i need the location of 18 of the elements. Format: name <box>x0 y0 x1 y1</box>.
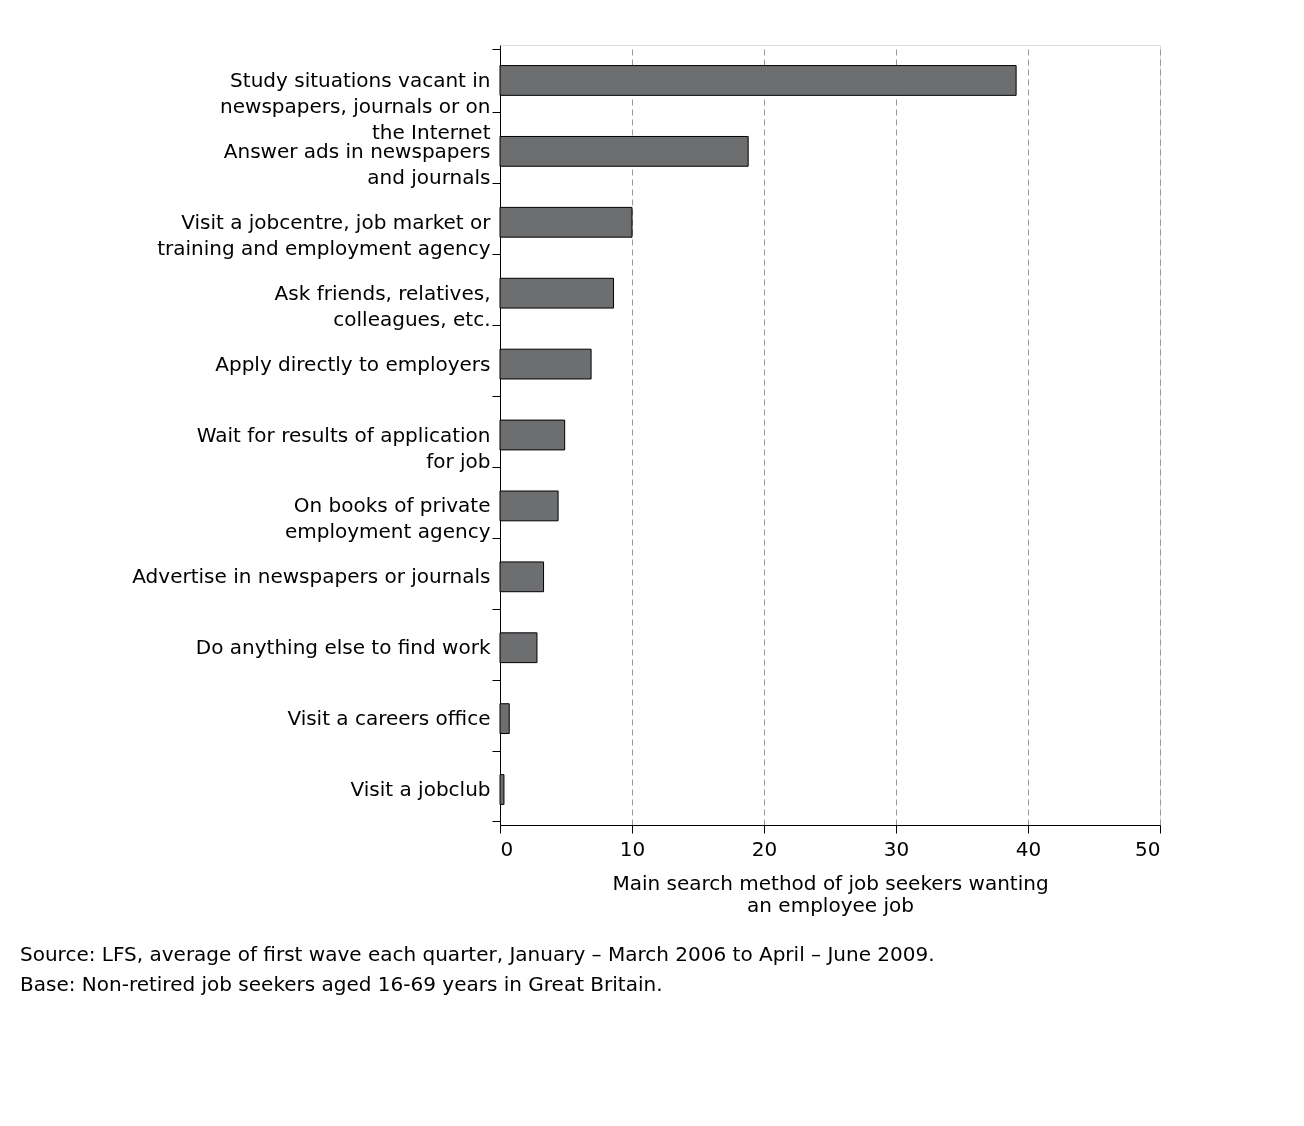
x-tick-label: 50 <box>1135 836 1161 861</box>
y-tick-label: On books of private employment agency <box>284 493 491 544</box>
y-tick-label: Apply directly to employers <box>215 351 491 376</box>
y-tick-label: Do anything else to find work <box>195 635 491 660</box>
y-tick-label: Advertise in newspapers or journals <box>132 564 491 589</box>
x-tick-label: 10 <box>619 836 646 861</box>
x-axis-title: Main search method of job seekers wanting an employee job <box>612 870 1049 917</box>
y-tick-label: Visit a jobclub <box>350 777 491 802</box>
x-tick-label: 30 <box>883 836 910 861</box>
y-tick-label: Visit a careers office <box>287 706 491 731</box>
text: Base: Non-retired job seekers aged 16-69 years in Great Britain. <box>20 972 663 996</box>
y-tick-label: Ask friends, relatives, colleagues, etc. <box>274 280 491 331</box>
y-tick-label: Wait for results of application for job <box>196 422 491 473</box>
x-tick-label: 40 <box>1015 836 1042 861</box>
x-tick-label: 20 <box>751 836 778 861</box>
source-note: Source: LFS, average of first wave each quarter, January – March 2006 to April – June 2009. <box>20 942 935 966</box>
y-tick-label: Visit a jobcentre, job market or training and employment agency <box>157 209 492 260</box>
x-tick-label: 0 <box>500 836 514 861</box>
